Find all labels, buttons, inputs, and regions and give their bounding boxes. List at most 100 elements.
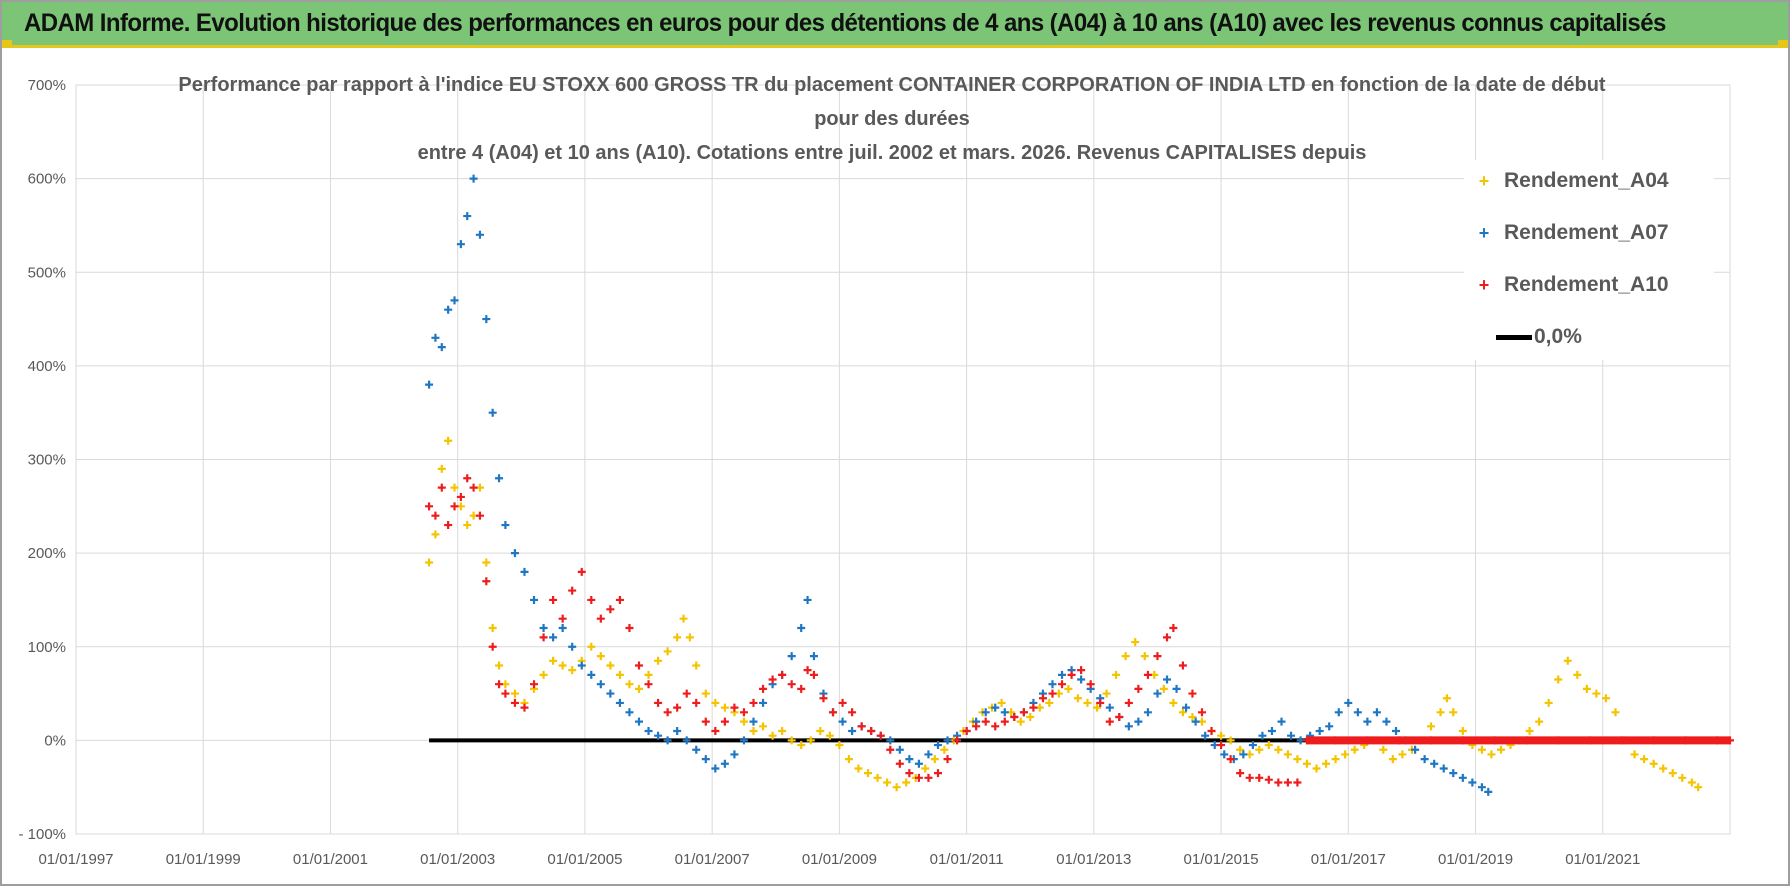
point-a04 [1477, 745, 1486, 754]
point-a04 [615, 670, 624, 679]
point-a07 [809, 652, 818, 661]
point-a10 [1178, 661, 1187, 670]
point-a10 [991, 722, 1000, 731]
point-a07 [510, 549, 519, 558]
point-a04 [1458, 727, 1467, 736]
y-tick-label: 700% [28, 77, 66, 94]
point-a10 [1255, 773, 1264, 782]
point-a04 [768, 731, 777, 740]
point-a07 [1201, 731, 1210, 740]
point-a10 [848, 708, 857, 717]
point-a04 [778, 727, 787, 736]
legend-item-a04: + Rendement_A04 [1464, 166, 1669, 196]
header-corner-left [2, 40, 12, 48]
point-a07 [482, 315, 491, 324]
y-tick-label: 200% [28, 545, 66, 562]
point-a04 [892, 783, 901, 792]
point-a07 [711, 764, 720, 773]
legend-marker-a04: + [1478, 170, 1490, 191]
point-a04 [1283, 750, 1292, 759]
point-a10 [673, 703, 682, 712]
point-a04 [1442, 694, 1451, 703]
point-a04 [1350, 745, 1359, 754]
point-a04 [1582, 684, 1591, 693]
point-a07 [1392, 727, 1401, 736]
point-a07 [1411, 745, 1420, 754]
point-a07 [1220, 750, 1229, 759]
legend: + Rendement_A04 + Rendement_A07 + Rendem… [1464, 160, 1714, 360]
point-a10 [953, 736, 962, 745]
x-tick-label: 01/01/2015 [1184, 851, 1259, 868]
point-a04 [825, 731, 834, 740]
point-a04 [482, 558, 491, 567]
point-a10 [924, 773, 933, 782]
point-a07 [663, 736, 672, 745]
point-a07 [1191, 717, 1200, 726]
point-a04 [806, 736, 815, 745]
point-a10 [692, 698, 701, 707]
chart-title-line-2: pour des durées [814, 108, 970, 130]
point-a10 [933, 769, 942, 778]
point-a07 [501, 521, 510, 530]
point-a10 [558, 614, 567, 623]
point-a04 [1083, 698, 1092, 707]
point-a10 [1000, 717, 1009, 726]
point-a07 [673, 727, 682, 736]
point-a10 [1029, 703, 1038, 712]
x-tick-label: 01/01/2003 [420, 851, 495, 868]
point-a07 [425, 380, 434, 389]
point-a04 [864, 769, 873, 778]
point-a10 [425, 502, 434, 511]
point-a10 [1197, 708, 1206, 717]
point-a10 [787, 680, 796, 689]
point-a04 [1236, 745, 1245, 754]
point-a04 [510, 689, 519, 698]
point-a04 [1640, 755, 1649, 764]
point-a07 [1353, 708, 1362, 717]
point-a10 [463, 474, 472, 483]
point-a10 [625, 624, 634, 633]
point-a04 [921, 764, 930, 773]
point-a04 [1045, 698, 1054, 707]
point-a10 [1274, 778, 1283, 787]
point-a07 [1363, 717, 1372, 726]
point-a04 [749, 727, 758, 736]
point-a10 [886, 745, 895, 754]
point-a04 [1178, 708, 1187, 717]
point-a04 [1226, 736, 1235, 745]
point-a07 [1172, 684, 1181, 693]
point-a07 [1077, 675, 1086, 684]
legend-label-a04: Rendement_A04 [1504, 169, 1669, 192]
point-a07 [1344, 698, 1353, 707]
point-a07 [787, 652, 796, 661]
point-a04 [692, 661, 701, 670]
point-a04 [606, 661, 615, 670]
point-a04 [739, 717, 748, 726]
point-a04 [1388, 755, 1397, 764]
point-a04 [596, 652, 605, 661]
point-a10 [1169, 624, 1178, 633]
point-a07 [634, 717, 643, 726]
point-a07 [654, 731, 663, 740]
point-a10 [568, 586, 577, 595]
point-a04 [930, 755, 939, 764]
point-a07 [1258, 731, 1267, 740]
point-a04 [549, 656, 558, 665]
point-a07 [803, 595, 812, 604]
point-a10 [1245, 773, 1254, 782]
point-a04 [797, 741, 806, 750]
point-a10 [495, 680, 504, 689]
point-a10 [701, 717, 710, 726]
point-a04 [1140, 652, 1149, 661]
point-a07 [1248, 741, 1257, 750]
point-a04 [1026, 712, 1035, 721]
point-a04 [1121, 652, 1130, 661]
point-a07 [1420, 755, 1429, 764]
point-a04 [1563, 656, 1572, 665]
point-a04 [444, 436, 453, 445]
x-tick-label: 01/01/2009 [802, 851, 877, 868]
point-a04 [587, 642, 596, 651]
point-a07 [1315, 727, 1324, 736]
point-a07 [1143, 708, 1152, 717]
